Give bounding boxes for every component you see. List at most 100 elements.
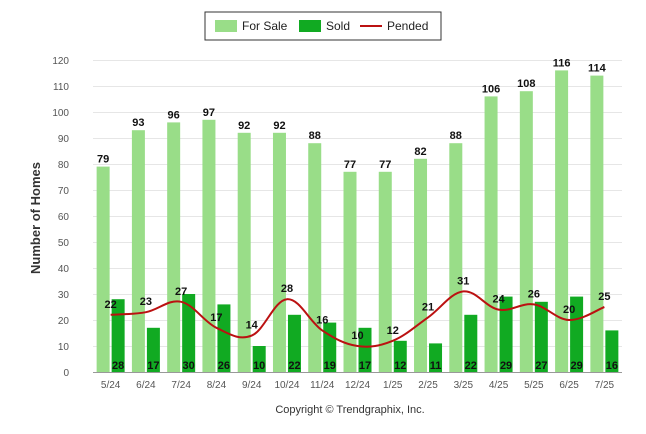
y-tick-label: 60 — [58, 212, 70, 223]
sold-value-label: 19 — [324, 360, 336, 372]
bar-sold — [182, 294, 196, 372]
pended-value-label: 14 — [246, 320, 259, 332]
bar-for-sale — [343, 171, 357, 372]
sold-value-label: 28 — [112, 360, 124, 372]
bar-for-sale — [449, 143, 463, 372]
pended-value-label: 17 — [210, 312, 222, 324]
y-tick-label: 100 — [52, 108, 69, 119]
x-tick-label: 1/25 — [383, 380, 403, 391]
for-sale-value-label: 97 — [203, 107, 215, 119]
pended-value-label: 21 — [422, 301, 434, 313]
bar-sold — [605, 330, 619, 372]
y-tick-label: 80 — [58, 160, 70, 171]
bar-for-sale — [237, 132, 251, 372]
bar-for-sale — [555, 70, 569, 373]
for-sale-value-label: 77 — [379, 159, 391, 171]
pended-value-label: 26 — [528, 288, 540, 300]
gridlines — [93, 60, 622, 347]
pended-value-label: 10 — [351, 330, 363, 342]
y-tick-label: 90 — [58, 134, 70, 145]
x-tick-label: 12/24 — [345, 380, 370, 391]
pended-value-label: 27 — [175, 286, 187, 298]
bar-for-sale — [590, 75, 604, 372]
data-labels: 79 28 93 17 96 30 97 26 92 10 92 22 88 19 77 17 77 12 82 11… — [97, 57, 618, 372]
bar-sold — [217, 304, 231, 372]
bar-sold — [287, 314, 301, 372]
bar-sold — [570, 296, 584, 372]
x-axis-ticks: 5/24 6/24 7/24 8/24 9/24 10/24 11/24 12/24 1/25 2… — [101, 380, 615, 391]
x-tick-label: 7/24 — [171, 380, 191, 391]
bar-sold — [358, 327, 372, 372]
x-tick-label: 7/25 — [595, 380, 615, 391]
sold-value-label: 10 — [253, 360, 265, 372]
for-sale-value-label: 92 — [273, 120, 285, 132]
for-sale-value-label: 96 — [168, 109, 180, 121]
x-tick-label: 5/24 — [101, 380, 121, 391]
bar-for-sale — [167, 122, 181, 373]
x-tick-label: 8/24 — [207, 380, 227, 391]
x-tick-label: 9/24 — [242, 380, 262, 391]
y-tick-label: 30 — [58, 290, 70, 301]
pended-value-label: 16 — [316, 314, 328, 326]
sold-value-label: 16 — [606, 360, 618, 372]
pended-line — [110, 290, 605, 348]
bar-sold — [534, 301, 548, 372]
bar-sold — [464, 314, 478, 372]
bar-sold — [111, 299, 125, 372]
sold-value-label: 11 — [430, 360, 442, 372]
x-tick-label: 3/25 — [454, 380, 474, 391]
bar-for-sale — [202, 119, 216, 372]
y-tick-label: 20 — [58, 316, 70, 327]
copyright-text: Copyright © Trendgraphix, Inc. — [275, 404, 424, 416]
bar-sold — [146, 327, 160, 372]
x-tick-label: 2/25 — [418, 380, 438, 391]
bar-for-sale — [131, 130, 145, 372]
legend-label-for-sale: For Sale — [242, 19, 288, 33]
pended-value-label: 22 — [105, 299, 117, 311]
x-tick-label: 6/25 — [559, 380, 579, 391]
pended-value-label: 28 — [281, 283, 293, 295]
y-tick-label: 10 — [58, 342, 70, 353]
for-sale-value-label: 108 — [517, 78, 535, 90]
for-sale-value-label: 114 — [588, 63, 607, 75]
x-tick-label: 10/24 — [274, 380, 299, 391]
for-sale-value-label: 82 — [414, 146, 426, 158]
pended-value-label: 25 — [598, 291, 610, 303]
y-tick-label: 50 — [58, 238, 70, 249]
y-tick-label: 120 — [52, 56, 69, 67]
pended-value-label: 20 — [563, 304, 575, 316]
legend-label-sold: Sold — [326, 19, 350, 33]
sold-value-label: 27 — [535, 360, 547, 372]
for-sale-value-label: 92 — [238, 120, 250, 132]
sold-value-label: 17 — [147, 360, 159, 372]
legend-swatch-sold — [299, 20, 321, 32]
bar-sold — [429, 343, 443, 372]
legend-swatch-for-sale — [215, 20, 237, 32]
bar-for-sale — [519, 91, 533, 372]
x-tick-label: 4/25 — [489, 380, 509, 391]
sold-value-label: 22 — [465, 360, 477, 372]
x-tick-label: 6/24 — [136, 380, 156, 391]
bar-sold — [323, 322, 337, 372]
y-tick-label: 40 — [58, 264, 70, 275]
bar-for-sale — [96, 166, 110, 372]
bar-for-sale — [272, 132, 286, 372]
for-sale-value-label: 116 — [553, 57, 571, 69]
sold-value-label: 26 — [218, 360, 230, 372]
y-tick-label: 110 — [53, 82, 69, 93]
for-sale-value-label: 88 — [450, 130, 462, 142]
x-tick-label: 11/24 — [310, 380, 335, 391]
sold-value-label: 12 — [394, 360, 406, 372]
legend-box — [204, 11, 442, 41]
bar-for-sale — [308, 143, 322, 372]
pended-value-label: 23 — [140, 296, 152, 308]
bar-sold — [499, 296, 513, 372]
pended-value-label: 24 — [492, 294, 505, 306]
bar-for-sale — [378, 171, 392, 372]
sold-value-label: 17 — [359, 360, 371, 372]
bar-for-sale — [414, 158, 428, 372]
y-axis-ticks: 0 10 20 30 40 50 60 70 80 90 100 110 120 — [52, 56, 69, 379]
bars — [96, 70, 619, 373]
for-sale-value-label: 106 — [482, 83, 500, 95]
